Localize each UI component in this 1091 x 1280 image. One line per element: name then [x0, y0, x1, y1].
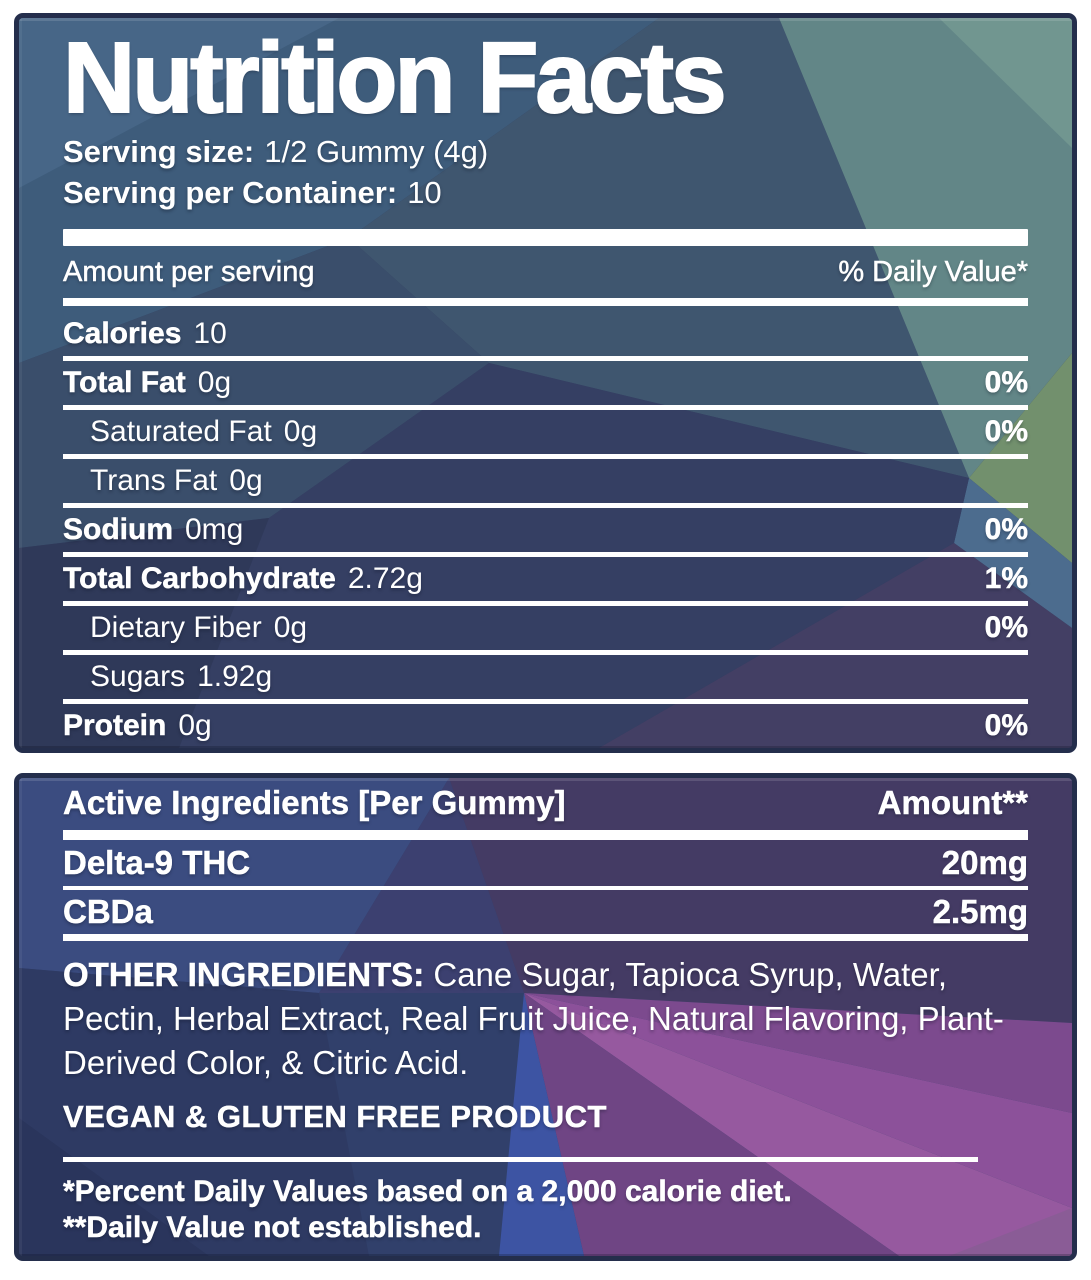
active-ingredients-panel: Active Ingredients [Per Gummy] Amount** …: [14, 773, 1077, 1261]
servings-per-container-value: 10: [407, 175, 442, 210]
row-saturated-fat: Saturated Fat 0g 0%: [90, 415, 1028, 449]
row-protein: Protein 0g 0%: [63, 709, 1029, 743]
row-divider: [63, 503, 1028, 508]
other-ingredients-label: OTHER INGREDIENTS:: [63, 956, 425, 994]
row-divider: [63, 699, 1028, 704]
row-divider: [63, 454, 1028, 459]
amount-header: Amount**: [877, 784, 1028, 822]
footnote-daily-values: *Percent Daily Values based on a 2,000 c…: [63, 1175, 792, 1209]
other-ingredients-text: Cane Sugar, Tapioca Syrup, Water, Pectin…: [63, 956, 1004, 1081]
other-ingredients-paragraph: OTHER INGREDIENTS: Cane Sugar, Tapioca S…: [63, 953, 1028, 1085]
row-divider: [63, 601, 1028, 606]
serving-size-line: Serving size: 1/2 Gummy (4g): [63, 131, 1028, 172]
row-sodium: Sodium 0mg 0%: [63, 513, 1029, 547]
active-ingredients-header: Active Ingredients [Per Gummy]: [63, 784, 566, 822]
actives-header-divider: [63, 830, 1028, 840]
thick-separator-bar: [63, 229, 1028, 246]
column-header-row: Amount per serving % Daily Value*: [63, 246, 1029, 298]
row-divider: [63, 405, 1028, 410]
row-dietary-fiber: Dietary Fiber 0g 0%: [90, 611, 1028, 645]
row-trans-fat: Trans Fat 0g: [90, 464, 263, 497]
row-divider: [63, 886, 1028, 890]
daily-value-header: % Daily Value*: [838, 255, 1028, 288]
footnotes: *Percent Daily Values based on a 2,000 c…: [63, 1174, 1028, 1246]
servings-per-container-label: Serving per Container:: [63, 175, 398, 210]
vegan-gluten-free-line: VEGAN & GLUTEN FREE PRODUCT: [63, 1099, 607, 1134]
row-sugars: Sugars 1.92g: [90, 660, 273, 693]
servings-per-container-line: Serving per Container: 10: [63, 172, 1028, 213]
footnote-separator: [63, 1157, 978, 1162]
row-total-fat: Total Fat 0g 0%: [63, 366, 1029, 400]
serving-size-value: 1/2 Gummy (4g): [264, 134, 489, 169]
footnote-not-established: **Daily Value not established.: [63, 1211, 482, 1245]
row-divider: [63, 650, 1028, 655]
row-cbda: CBDa 2.5mg: [63, 893, 1029, 931]
actives-header-row: Active Ingredients [Per Gummy] Amount**: [63, 778, 1029, 830]
row-calories: Calories 10: [63, 317, 227, 351]
row-divider-bold: [63, 934, 1028, 941]
row-divider: [63, 552, 1028, 557]
header-divider: [63, 298, 1028, 306]
row-divider: [63, 356, 1028, 361]
nutrition-facts-panel: Nutrition Facts Serving size: 1/2 Gummy (…: [14, 13, 1077, 753]
amount-per-serving-header: Amount per serving: [63, 255, 315, 288]
row-total-carbohydrate: Total Carbohydrate 2.72g 1%: [63, 562, 1029, 596]
page-title: Nutrition Facts: [62, 22, 728, 134]
serving-size-label: Serving size:: [63, 134, 255, 169]
row-delta9-thc: Delta-9 THC 20mg: [63, 844, 1029, 882]
background-mosaic: [19, 778, 1072, 1256]
